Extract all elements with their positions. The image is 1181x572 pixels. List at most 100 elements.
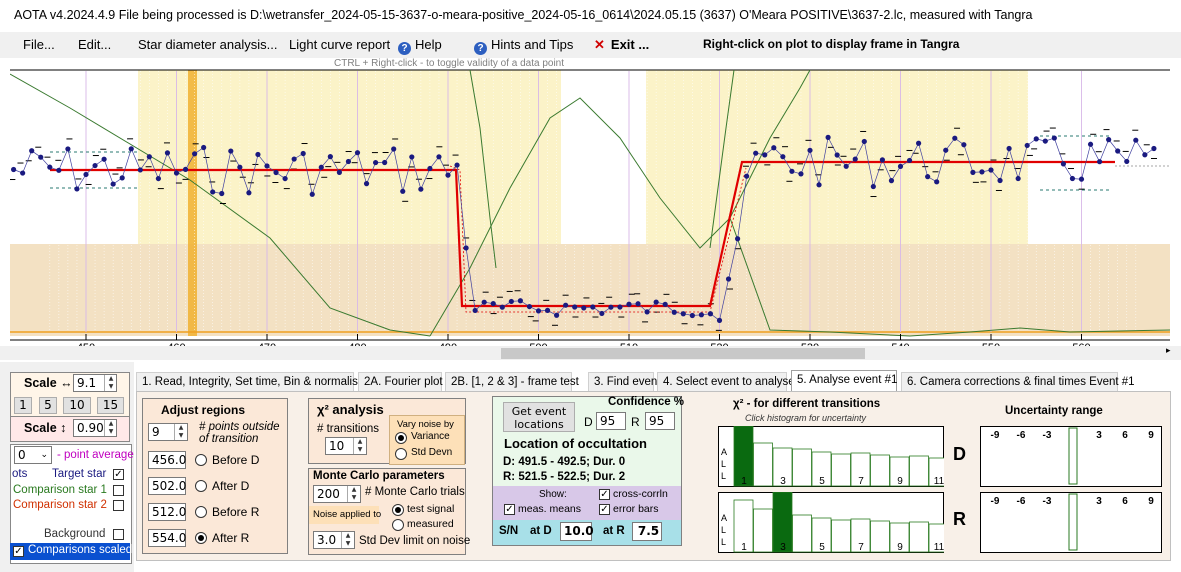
transitions-input[interactable]: 10 bbox=[325, 437, 367, 455]
region-radio[interactable] bbox=[195, 532, 207, 544]
measured-radio[interactable] bbox=[392, 519, 404, 531]
test-signal-radio[interactable] bbox=[392, 504, 404, 516]
scale-v-value: 0.90 bbox=[77, 421, 104, 435]
data-point bbox=[409, 154, 415, 160]
data-point bbox=[852, 156, 858, 162]
data-point bbox=[173, 170, 180, 176]
menu-star-diameter[interactable]: Star diameter analysis... bbox=[138, 37, 278, 52]
uncertainty-r-plot[interactable]: -9-6-30369 bbox=[980, 492, 1162, 553]
comparison-star-1-checkbox[interactable] bbox=[113, 485, 124, 496]
std-devn-radio[interactable] bbox=[395, 448, 407, 460]
histogram-axis-label: 5 bbox=[819, 476, 825, 487]
data-point bbox=[201, 144, 207, 151]
std-limit-spinner[interactable]: ▲ ▼ bbox=[341, 532, 354, 548]
tab-read[interactable]: 1. Read, Integrity, Set time, Bin & norm… bbox=[136, 372, 364, 391]
comparisons-scaled-checkbox[interactable]: ✓ bbox=[13, 546, 24, 557]
meas-means-checkbox[interactable]: ✓ bbox=[504, 504, 515, 515]
data-point bbox=[925, 174, 931, 180]
tab-find-events[interactable]: 3. Find events bbox=[588, 372, 666, 391]
region-radio[interactable] bbox=[195, 480, 207, 492]
points-outside-spinner[interactable]: ▲ ▼ bbox=[174, 424, 187, 440]
scale-button-10[interactable]: 10 bbox=[63, 397, 91, 414]
confidence-d-label: D bbox=[584, 415, 593, 429]
target-star-checkbox[interactable]: ✓ bbox=[113, 469, 124, 480]
data-point bbox=[716, 317, 723, 323]
scale-button-5[interactable]: 5 bbox=[39, 397, 57, 414]
data-point bbox=[1024, 142, 1030, 149]
title-bar: AOTA v4.2024.4.9 File being processed is… bbox=[0, 0, 1181, 32]
region-value-input[interactable]: 554.0 bbox=[148, 529, 186, 547]
scale-button-1[interactable]: 1 bbox=[14, 397, 32, 414]
scrollbar-thumb[interactable] bbox=[501, 348, 865, 359]
data-point bbox=[20, 170, 26, 176]
data-points bbox=[11, 134, 1157, 323]
histogram-bar bbox=[889, 522, 910, 553]
region-radio[interactable] bbox=[195, 506, 207, 518]
point-average-select[interactable]: 0 ⌄ bbox=[14, 446, 52, 464]
point-average-value: 0 bbox=[18, 448, 26, 462]
region-value-input[interactable]: 512.0 bbox=[148, 503, 186, 521]
data-point bbox=[888, 178, 895, 184]
menu-help[interactable]: ? Help bbox=[398, 37, 442, 55]
data-point bbox=[1078, 176, 1085, 182]
data-point bbox=[74, 186, 80, 192]
transitions-spinner[interactable]: ▲ ▼ bbox=[353, 438, 366, 454]
region-value-input[interactable]: 456.0 bbox=[148, 451, 186, 469]
x-tick-label: 490 bbox=[439, 342, 457, 346]
data-point bbox=[554, 312, 560, 318]
region-radio[interactable] bbox=[195, 454, 207, 466]
x-tick-label: 460 bbox=[167, 342, 185, 346]
confidence-d-input[interactable]: 95 bbox=[596, 412, 626, 430]
comparisons-scaled-row[interactable] bbox=[10, 543, 130, 560]
tab-frame-test[interactable]: 2B. [1, 2 & 3] - frame test bbox=[445, 372, 579, 391]
monte-carlo-trials-spinner[interactable]: ▲ ▼ bbox=[347, 486, 360, 502]
comparison-curve bbox=[10, 73, 431, 337]
data-point bbox=[264, 163, 270, 169]
data-point bbox=[599, 310, 605, 317]
window-title: AOTA v4.2024.4.9 File being processed is… bbox=[14, 8, 1033, 22]
data-point bbox=[1015, 175, 1021, 182]
menu-light-curve-report[interactable]: Light curve report bbox=[289, 37, 391, 52]
data-point bbox=[961, 142, 967, 148]
scale-v-spinner[interactable]: ▲ ▼ bbox=[104, 420, 117, 436]
menu-edit[interactable]: Edit... bbox=[78, 37, 112, 52]
confidence-r-input[interactable]: 95 bbox=[645, 412, 675, 430]
comparison-star-2-checkbox[interactable] bbox=[113, 500, 124, 511]
scroll-right-arrow[interactable]: ▸ bbox=[1166, 346, 1171, 356]
data-point bbox=[182, 166, 189, 172]
data-point bbox=[526, 303, 533, 310]
points-outside-input[interactable]: 9 bbox=[148, 423, 188, 441]
scale-button-15[interactable]: 15 bbox=[97, 397, 124, 414]
std-limit-input[interactable]: 3.0 bbox=[313, 531, 355, 549]
data-point bbox=[427, 165, 433, 172]
data-point bbox=[590, 304, 596, 310]
error-bars-checkbox[interactable]: ✓ bbox=[599, 504, 610, 515]
monte-carlo-trials-input[interactable]: 200 bbox=[313, 485, 361, 503]
scale-h-spinner[interactable]: ▲ ▼ bbox=[104, 375, 117, 391]
data-point bbox=[825, 134, 831, 140]
light-curve-plot[interactable]: 450 460 470 480 490 500 510 520 530 540 550 560 bbox=[10, 68, 1170, 346]
scale-v-input[interactable]: 0.90 bbox=[73, 419, 117, 437]
menu-file[interactable]: File... bbox=[23, 37, 55, 52]
data-point bbox=[192, 151, 198, 157]
scale-h-input[interactable]: 9.1 bbox=[73, 374, 117, 392]
get-event-locations-button[interactable]: Get event locations bbox=[503, 402, 575, 432]
region-value-input[interactable]: 502.0 bbox=[148, 477, 186, 495]
cross-corr-checkbox[interactable]: ✓ bbox=[599, 489, 610, 500]
d-histogram[interactable]: ALL 1 3 5 7 9 11 bbox=[718, 426, 944, 487]
r-histogram[interactable]: ALL 1 3 5 7 9 11 bbox=[718, 492, 944, 553]
tab-select-event[interactable]: 4. Select event to analyse bbox=[657, 372, 795, 391]
x-tick-label: 540 bbox=[891, 342, 909, 346]
tab-camera-corrections[interactable]: 6. Camera corrections & final times Even… bbox=[901, 372, 1135, 391]
background-checkbox[interactable] bbox=[113, 529, 124, 540]
menu-hints[interactable]: ? Hints and Tips bbox=[474, 37, 573, 55]
histogram-bar bbox=[928, 523, 944, 553]
tab-analyse-event[interactable]: 5. Analyse event #1 bbox=[791, 370, 897, 392]
uncertainty-d-plot[interactable]: -9-6-30369 bbox=[980, 426, 1162, 487]
data-point bbox=[952, 135, 958, 141]
tab-fourier[interactable]: 2A. Fourier plot bbox=[358, 372, 443, 391]
menu-exit[interactable]: ✕ Exit ... bbox=[594, 37, 649, 53]
variance-radio[interactable] bbox=[395, 432, 407, 444]
data-point bbox=[1033, 136, 1039, 142]
fit-confidence bbox=[449, 165, 747, 313]
